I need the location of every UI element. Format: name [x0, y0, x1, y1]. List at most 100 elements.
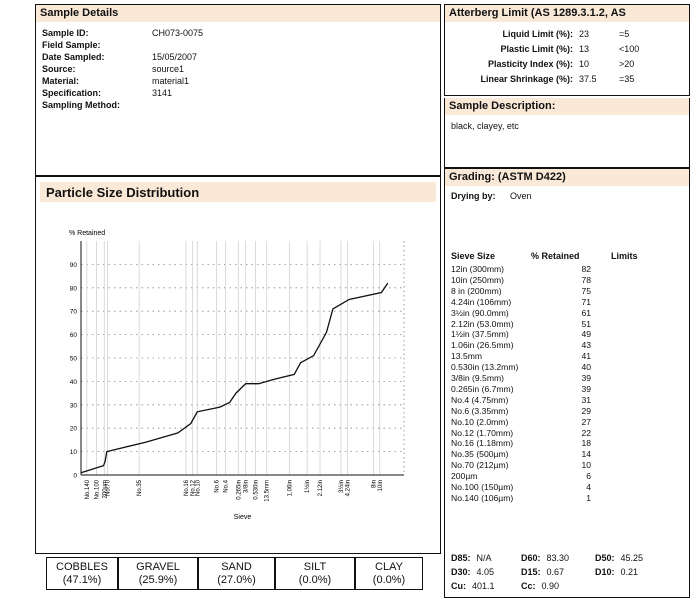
x-tick-label: No.140	[85, 479, 91, 499]
y-axis-label: % Retained	[69, 230, 105, 237]
atterberg-row: Liquid Limit (%): 23 =5	[445, 29, 689, 44]
sieve-row: 1½in (37.5mm) 49	[451, 329, 687, 340]
sieve-row: 0.265in (6.7mm) 39	[451, 384, 687, 395]
sample-field: Sampling Method:	[42, 100, 432, 112]
sieve-retained: 51	[581, 318, 591, 329]
sieve-row: No.12 (1.70mm) 22	[451, 428, 687, 439]
x-tick-label: 3½in	[338, 480, 345, 493]
x-tick-label: No.6	[215, 479, 221, 492]
atterberg-label: Plastic Limit (%):	[500, 44, 573, 54]
sieve-row: No.4 (4.75mm) 31	[451, 395, 687, 406]
y-tick-label: 40	[70, 379, 78, 386]
sieve-row: 0.530in (13.2mm) 40	[451, 362, 687, 373]
atterberg-label: Plasticity Index (%):	[487, 59, 573, 69]
atterberg-panel: Atterberg Limit (AS 1289.3.1.2, AS Liqui…	[444, 4, 690, 96]
sieve-size: 0.265in (6.7mm)	[451, 383, 514, 394]
coefficient-label: D85:	[451, 553, 471, 563]
coefficient-value: N/A	[476, 553, 492, 563]
sieve-row: 3/8in (9.5mm) 39	[451, 373, 687, 384]
atterberg-label: Linear Shrinkage (%):	[480, 74, 573, 84]
coefficient: D15: 0.67	[521, 567, 564, 577]
x-tick-label: 4.24in	[345, 480, 351, 496]
coefficient: D30: 4.05	[451, 567, 494, 577]
sample-field-value: CH073-0075	[152, 28, 204, 38]
sieve-retained: 40	[581, 362, 591, 373]
x-tick-label: 200µm	[102, 480, 108, 498]
coefficient: D60: 83.30	[521, 553, 569, 563]
sample-field-label: Sampling Method:	[42, 100, 120, 110]
sample-field: Field Sample:	[42, 40, 432, 52]
y-tick-label: 90	[70, 262, 78, 269]
classification-pct: (27.0%)	[217, 574, 256, 586]
sieve-row: 10in (250mm) 78	[451, 275, 687, 286]
classification-name: COBBLES	[56, 561, 108, 573]
sieve-row: 1.06in (26.5mm) 43	[451, 340, 687, 351]
classification-pct: (47.1%)	[62, 574, 102, 586]
sieve-size: No.12 (1.70mm)	[451, 427, 514, 438]
sample-field-value: material1	[152, 76, 190, 86]
sieve-retained: 75	[581, 285, 591, 296]
sieve-size: No.4 (4.75mm)	[451, 394, 509, 405]
y-tick-label: 70	[70, 309, 78, 316]
sieve-row: 8 in (200mm) 75	[451, 286, 687, 297]
atterberg-value: 13	[579, 44, 590, 54]
col-limits: Limits	[611, 251, 638, 261]
psd-panel: Particle Size Distribution % Retained 0 10…	[35, 176, 441, 554]
y-tick-label: 30	[70, 402, 78, 409]
sieve-retained: 82	[581, 264, 591, 274]
x-tick-label: 2.12in	[318, 480, 324, 496]
x-tick-label: 13.5mm	[265, 480, 271, 502]
sieve-retained: 1	[586, 492, 591, 503]
coefficient: Cc: 0.90	[521, 581, 559, 591]
atterberg-limit: =5	[619, 29, 630, 39]
x-tick-label: 0.530in	[253, 480, 259, 500]
y-tick-label: 20	[70, 426, 78, 433]
sieve-size: 3½in (90.0mm)	[451, 307, 509, 318]
sample-description-text: black, clayey, etc	[451, 121, 519, 131]
atterberg-value: 37.5	[579, 74, 597, 84]
x-tick-label: 3/8in	[244, 480, 250, 493]
sieve-retained: 43	[581, 340, 591, 351]
atterberg-limit: <100	[619, 44, 640, 54]
sieve-size: No.100 (150µm)	[451, 482, 514, 492]
col-sieve-size: Sieve Size	[451, 251, 496, 261]
atterberg-value: 23	[579, 29, 590, 39]
y-tick-label: 10	[70, 449, 78, 456]
classification-gravel: GRAVEL (25.9%)	[118, 557, 198, 590]
sample-field-label: Specification:	[42, 88, 102, 98]
coefficient-label: D30:	[451, 567, 471, 577]
classification-name: GRAVEL	[136, 561, 180, 573]
x-tick-label: 1½in	[304, 480, 311, 493]
y-tick-label: 60	[70, 332, 78, 339]
psd-title: Particle Size Distribution	[40, 182, 436, 202]
atterberg-limit: >20	[619, 59, 635, 69]
sieve-row: 13.5mm 41	[451, 351, 687, 362]
sieve-retained: 41	[581, 351, 591, 362]
coefficient-label: D15:	[521, 567, 541, 577]
classification-pct: (25.9%)	[138, 574, 178, 586]
sieve-size: 0.530in (13.2mm)	[451, 362, 519, 373]
sieve-retained: 31	[581, 394, 591, 405]
coefficient-value: 0.67	[546, 567, 565, 577]
sieve-row: 4.24in (106mm) 71	[451, 297, 687, 308]
sieve-retained: 14	[581, 449, 591, 460]
sieve-size: 8 in (200mm)	[451, 285, 502, 296]
sieve-retained: 78	[581, 274, 591, 285]
classification-sand: SAND (27.0%)	[198, 557, 275, 590]
sample-details-panel: Sample Details Sample ID: CH073-0075 Field…	[35, 4, 441, 176]
sample-description-title: Sample Description:	[445, 98, 689, 115]
sieve-row: No.6 (3.35mm) 29	[451, 406, 687, 417]
x-tick-label: No.70	[105, 479, 111, 496]
coefficient: D85: N/A	[451, 553, 492, 563]
sample-field-label: Material:	[42, 76, 80, 86]
psd-chart: % Retained 0 10 20 30 40 50 60 70 80 90 No.140 No.10…	[69, 230, 405, 521]
sieve-retained: 61	[581, 307, 591, 318]
x-tick-label: No.100	[95, 479, 101, 499]
classification-pct: (0.0%)	[298, 574, 332, 586]
sample-description-panel: Sample Description: black, clayey, etc	[444, 98, 690, 168]
coefficient-value: 4.05	[476, 567, 495, 577]
classification-cobbles: COBBLES (47.1%)	[46, 557, 118, 590]
sieve-row: No.100 (150µm) 4	[451, 482, 687, 493]
y-tick-label: 80	[70, 285, 78, 292]
atterberg-rows: Liquid Limit (%): 23 =5 Plastic Limit (%): 1…	[445, 29, 689, 89]
